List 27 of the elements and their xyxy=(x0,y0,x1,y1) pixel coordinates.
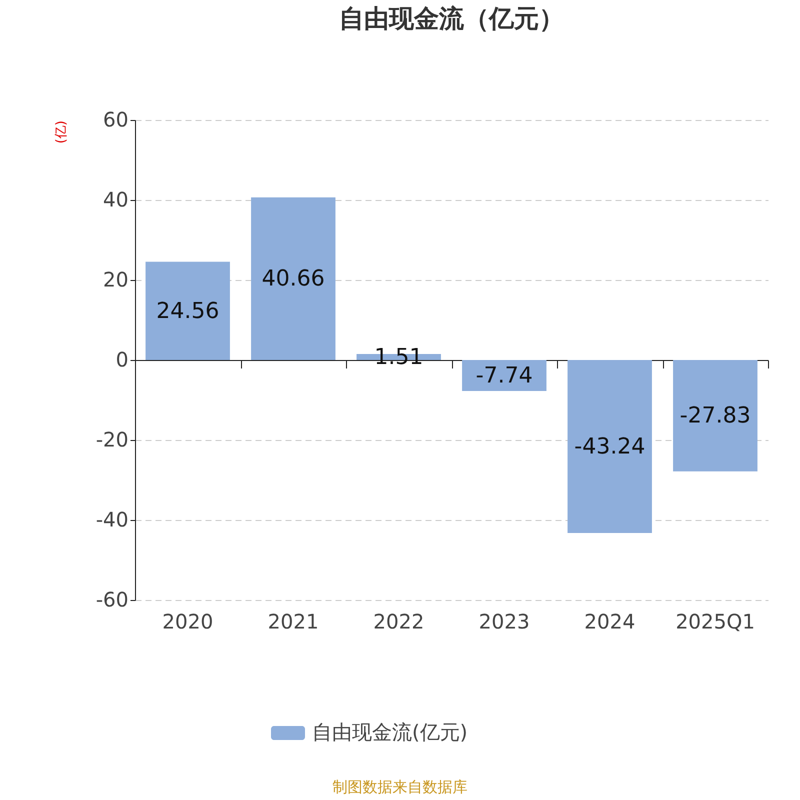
x-tick-label: 2024 xyxy=(584,610,636,634)
y-tick-label: -40 xyxy=(96,508,128,532)
legend-label: 自由现金流(亿元) xyxy=(312,720,468,744)
x-tick-label: 2021 xyxy=(268,610,319,634)
x-tick-label: 2023 xyxy=(478,610,530,634)
bar xyxy=(251,197,336,360)
bar xyxy=(146,262,230,360)
data-label: 24.56 xyxy=(156,298,220,324)
bar xyxy=(673,360,758,472)
text: 制图数据来自数据库 xyxy=(332,778,468,797)
bar xyxy=(462,360,546,391)
data-label: -27.83 xyxy=(680,404,751,429)
y-tick-label: -20 xyxy=(96,428,128,452)
x-tick-label: 2020 xyxy=(162,610,214,634)
y-tick-label: 60 xyxy=(103,108,128,132)
y-tick-label: 20 xyxy=(103,268,128,292)
x-tick-label: 2025Q1 xyxy=(676,610,755,634)
y-tick-label: 0 xyxy=(116,348,128,372)
data-label: -7.74 xyxy=(476,363,533,388)
x-tick-label: 2022 xyxy=(373,610,424,634)
y-tick-label: -60 xyxy=(96,588,128,612)
data-label: 40.66 xyxy=(262,266,325,292)
y-tick-label: 40 xyxy=(103,188,128,212)
data-label: -43.24 xyxy=(574,434,646,460)
chart-title: 自由现金流（亿元） xyxy=(339,4,564,33)
y-axis-title: (亿) xyxy=(54,120,69,144)
bar xyxy=(568,360,652,533)
